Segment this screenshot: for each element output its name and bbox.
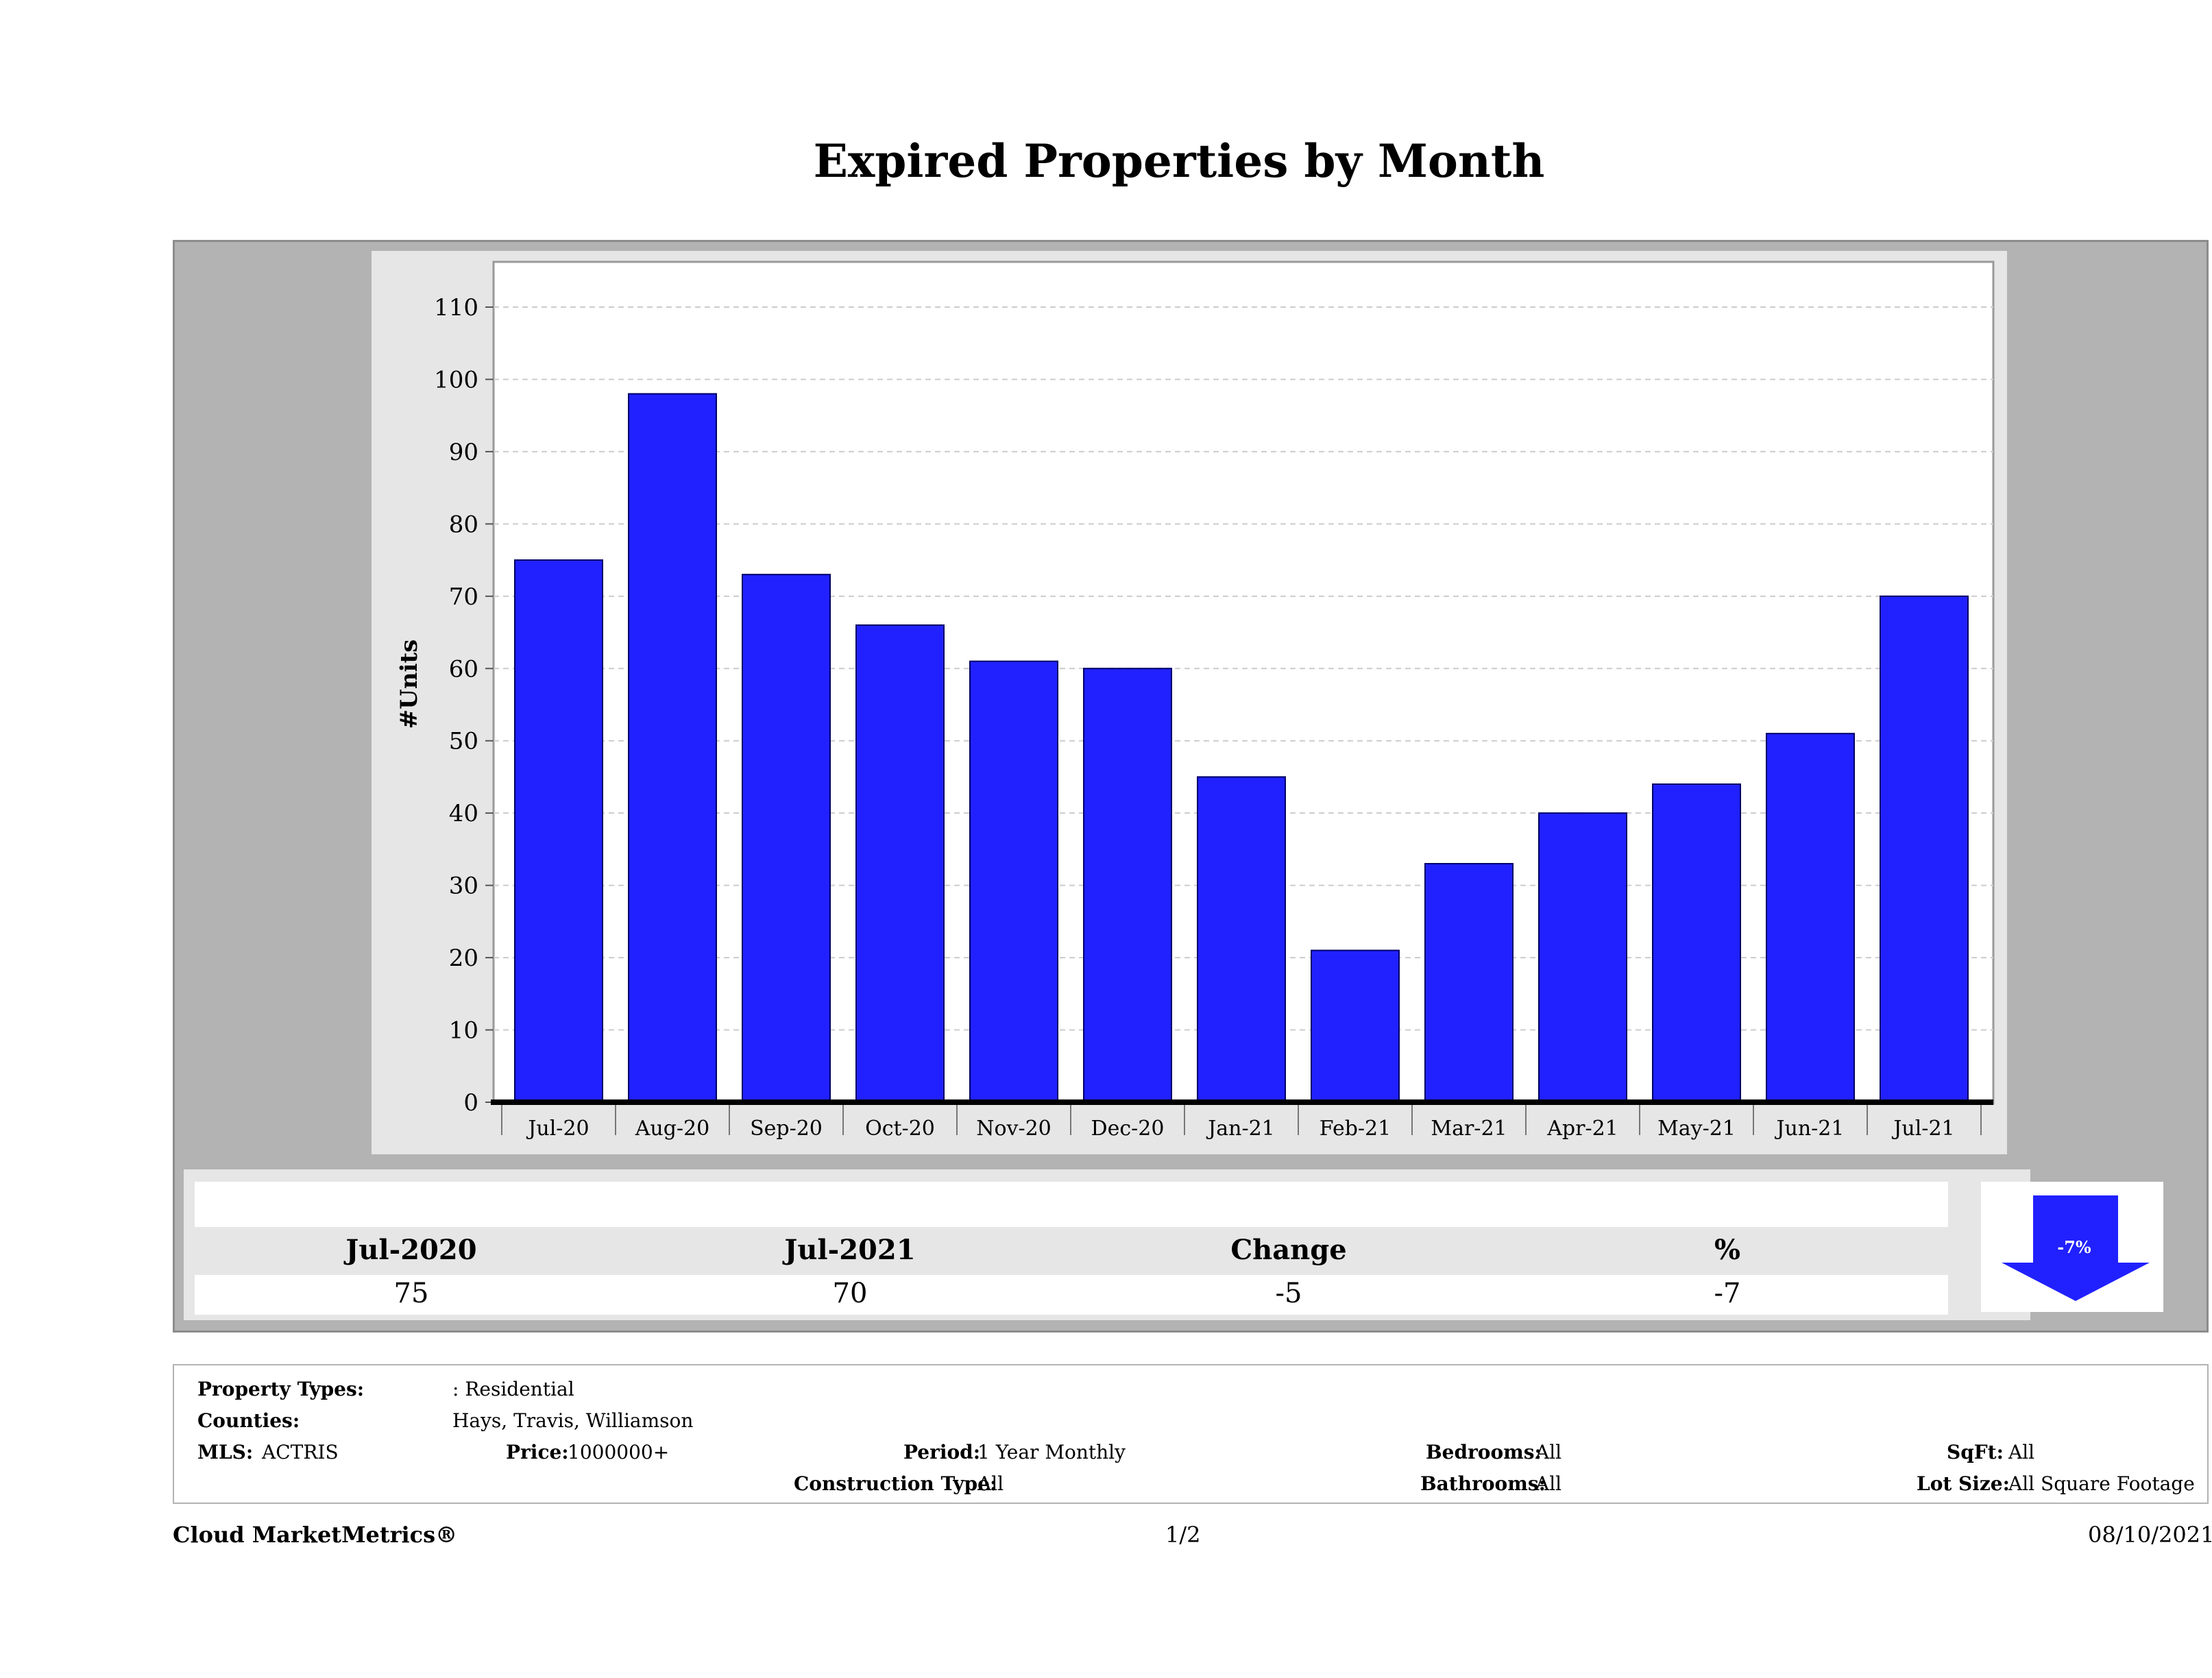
x-tick-label: Jun-21 [1775,1117,1845,1141]
bedrooms-value: All [1535,1441,1562,1463]
x-tick-label: Aug-20 [635,1117,710,1141]
summary-header-start: Jul-2020 [345,1234,477,1266]
summary-header-change: Change [1230,1234,1347,1266]
summary-blank-row [195,1182,1948,1227]
summary-value-percent: -7 [1714,1278,1741,1309]
counties-label: Counties: [197,1409,300,1432]
x-tick-label: May-21 [1657,1117,1736,1141]
y-tick-label: 110 [434,294,478,321]
bathrooms-value: All [1535,1472,1562,1495]
x-tick-label: Apr-21 [1546,1117,1618,1141]
x-tick-label: Oct-20 [865,1117,935,1141]
x-tick-label: Jul-20 [526,1117,589,1141]
price-value: 1000000+ [568,1441,670,1463]
bar [1880,595,1969,1103]
bar [1197,776,1286,1103]
y-tick-label: 30 [449,873,478,900]
x-tick-label: Dec-20 [1091,1117,1165,1141]
lot-size-value: All Square Footage [2008,1472,2195,1495]
page-number: 1/2 [1165,1522,1201,1548]
bar [1311,949,1400,1104]
bar-chart: 0 10 20 30 40 50 60 70 80 90 100 110 Jul-20 Aug-20 Sep… [396,260,1995,1141]
bar [1083,668,1172,1103]
y-axis-label: #Units [396,640,423,729]
report-date: 08/10/2021 [2088,1522,2212,1548]
price-label: Price: [506,1441,569,1463]
summary-header-end: Jul-2021 [784,1234,916,1266]
x-tick-label: Nov-20 [976,1117,1052,1141]
bar [1652,783,1741,1103]
y-tick-label: 90 [449,439,478,466]
mls-label: MLS: [197,1441,254,1463]
bar [969,660,1058,1103]
y-tick-label: 60 [449,655,478,683]
down-arrow-shape [2002,1195,2150,1301]
property-types-label: Property Types: [197,1378,365,1400]
page-title: Expired Properties by Month [813,134,1545,188]
period-label: Period: [903,1441,981,1463]
bar [514,559,603,1104]
x-tick-label: Sep-20 [750,1117,823,1141]
y-tick-label: 70 [449,583,478,611]
summary-value-change: -5 [1275,1278,1302,1309]
y-tick-label: 80 [449,511,478,538]
x-tick-label: Jan-21 [1206,1117,1275,1141]
bar [855,624,945,1103]
y-tick-label: 50 [449,728,478,755]
counties-value: Hays, Travis, Williamson [452,1409,694,1432]
summary-header-percent: % [1714,1234,1740,1266]
summary-value-row [195,1275,1948,1315]
bar [742,574,831,1103]
arrow-label: -7% [2057,1237,2091,1257]
y-tick-label: 20 [449,945,478,972]
brand-name: Cloud MarketMetrics® [173,1522,458,1548]
bathrooms-label: Bathrooms: [1420,1472,1546,1495]
summary-value-start: 75 [393,1278,429,1309]
period-value: 1 Year Monthly [977,1441,1126,1463]
sqft-value: All [2008,1441,2035,1463]
sqft-label: SqFt: [1947,1441,2004,1463]
report-parameters [173,1364,2209,1504]
x-tick-label: Mar-21 [1431,1117,1507,1141]
y-tick-label: 100 [434,366,478,393]
mls-value: ACTRIS [262,1441,339,1463]
construction-value: All [977,1472,1004,1495]
y-tick-label: 10 [449,1017,478,1045]
property-types-value: : Residential [452,1378,574,1400]
bedrooms-label: Bedrooms: [1426,1441,1542,1463]
bar [1424,863,1514,1103]
y-tick-label: 40 [449,800,478,827]
x-tick-label: Feb-21 [1320,1117,1391,1141]
bar [1538,812,1627,1103]
x-tick-label: Jul-21 [1891,1117,1954,1141]
bar [628,393,717,1104]
summary-value-end: 70 [832,1278,868,1309]
lot-size-label: Lot Size: [1917,1472,2010,1495]
construction-label: Construction Type: [794,1472,997,1495]
y-tick-label: 0 [463,1089,478,1117]
down-arrow-icon: -7% [2002,1195,2150,1301]
bar [1766,733,1855,1103]
